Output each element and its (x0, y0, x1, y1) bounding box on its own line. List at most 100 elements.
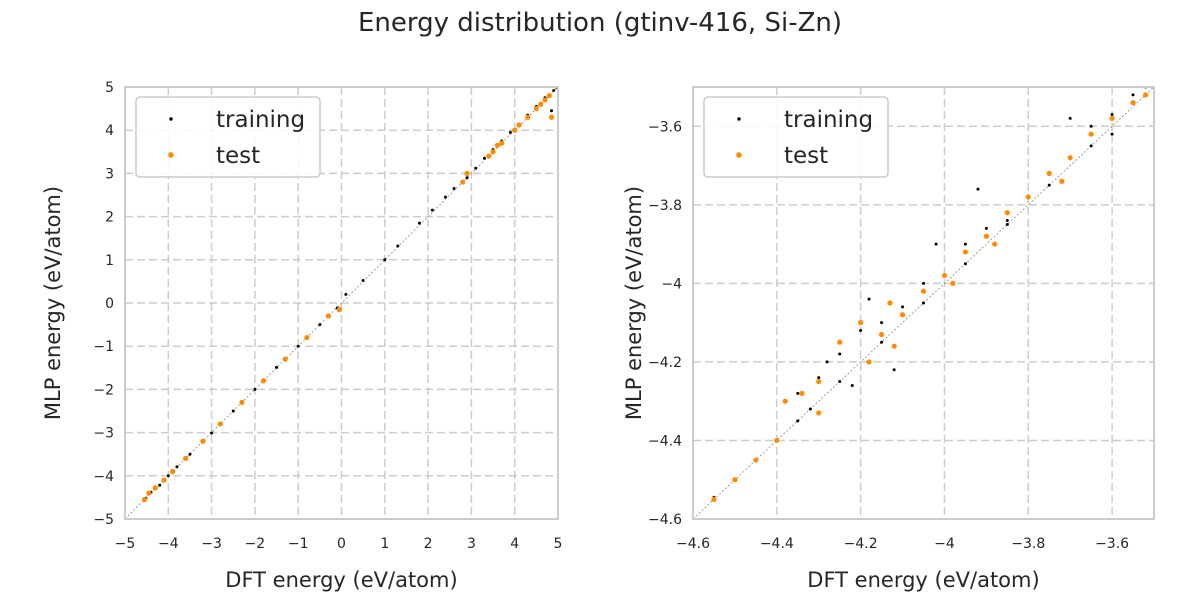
x-tick-label: −3.6 (1095, 536, 1129, 552)
training-point (880, 321, 884, 325)
test-point (774, 437, 780, 444)
training-point (188, 452, 192, 456)
x-tick-label: −5 (115, 536, 136, 552)
test-point (992, 241, 998, 247)
x-tick-label: −4.6 (676, 536, 710, 552)
test-point (490, 149, 496, 155)
test-point (146, 490, 152, 496)
training-point (550, 109, 554, 113)
test-point (486, 153, 492, 159)
training-point (1005, 219, 1009, 223)
x-tick-label: 5 (554, 536, 563, 552)
training-point (1119, 78, 1122, 81)
x-tick-label: −4 (158, 536, 179, 552)
test-point (282, 356, 288, 362)
test-point (962, 249, 969, 255)
test-point (950, 280, 956, 286)
test-point (732, 477, 738, 483)
y-axis-label: MLP energy (eV/atom) (622, 186, 646, 420)
training-point (361, 279, 365, 283)
chart-panel-1: −5 −4 −3 −2 −1 0 1 2 3 4 5 −5 −4 −3 −2 −1 0 1 2 3 4 5 DFT ener… (41, 80, 562, 592)
legend-box (135, 96, 321, 178)
training-point (275, 365, 279, 369)
legend-marker-training (737, 117, 741, 121)
training-point (1089, 144, 1093, 148)
training-point (808, 407, 812, 411)
training-point (859, 328, 863, 332)
training-point (1089, 124, 1093, 128)
legend-label-training: training (216, 107, 305, 133)
legend-box (703, 96, 889, 178)
test-point (799, 390, 805, 396)
training-point (443, 195, 447, 199)
legend-marker-test (168, 152, 174, 158)
test-point (200, 438, 206, 444)
test-point (533, 106, 539, 112)
test-point (878, 331, 885, 338)
test-point (1046, 170, 1052, 176)
test-point (891, 343, 897, 349)
y-tick-label: 2 (105, 210, 114, 226)
training-point (465, 176, 469, 180)
training-point (1110, 132, 1114, 136)
training-point (892, 368, 896, 372)
training-point (963, 242, 967, 246)
training-point (318, 323, 322, 327)
test-point (1004, 210, 1010, 216)
legend: training test (135, 96, 321, 178)
test-point (711, 496, 717, 502)
training-point (1110, 112, 1114, 116)
test-point (858, 320, 864, 326)
test-point (546, 93, 552, 99)
x-tick-label: −3.8 (1011, 536, 1045, 552)
y-tick-label: −2 (93, 382, 114, 398)
test-point (1059, 178, 1065, 184)
test-point (887, 300, 893, 306)
legend-label-test: test (784, 143, 828, 169)
training-point (166, 474, 170, 478)
test-point (170, 468, 176, 475)
test-point (152, 485, 158, 491)
x-tick-label: −4 (934, 536, 955, 552)
legend: training test (703, 96, 889, 178)
training-point (901, 305, 905, 309)
x-axis-label: DFT energy (eV/atom) (225, 568, 457, 592)
test-point (141, 496, 148, 503)
test-point (1025, 194, 1031, 200)
training-point (158, 483, 162, 487)
training-point (1005, 222, 1009, 226)
training-point (296, 344, 300, 348)
training-point (253, 387, 257, 391)
test-point (239, 399, 245, 405)
training-point (934, 242, 938, 246)
test-point (1109, 115, 1115, 122)
training-point (175, 465, 179, 469)
training-point (344, 292, 348, 296)
test-point (1130, 100, 1136, 106)
x-tick-label: 1 (380, 536, 389, 552)
test-point (866, 359, 872, 365)
test-point (753, 457, 759, 463)
y-tick-label: −3.8 (648, 198, 682, 214)
legend-marker-training (169, 117, 173, 121)
test-point (217, 421, 223, 427)
y-tick-label: 0 (105, 296, 114, 312)
training-point (417, 221, 421, 225)
test-point (538, 101, 544, 107)
diagonal-reference-line (125, 87, 558, 519)
test-point (1088, 131, 1094, 137)
y-tick-label: −4 (661, 276, 682, 292)
training-point (508, 130, 512, 134)
test-point (516, 122, 522, 128)
y-tick-label: 4 (105, 123, 114, 139)
training-point (1131, 93, 1135, 97)
test-point (161, 477, 167, 483)
x-tick-label: 3 (467, 536, 476, 552)
training-point (383, 258, 387, 262)
test-point (464, 170, 470, 176)
training-point (976, 187, 980, 191)
training-point (1068, 116, 1072, 120)
x-tick-label: −1 (288, 536, 309, 552)
test-point (548, 114, 555, 120)
